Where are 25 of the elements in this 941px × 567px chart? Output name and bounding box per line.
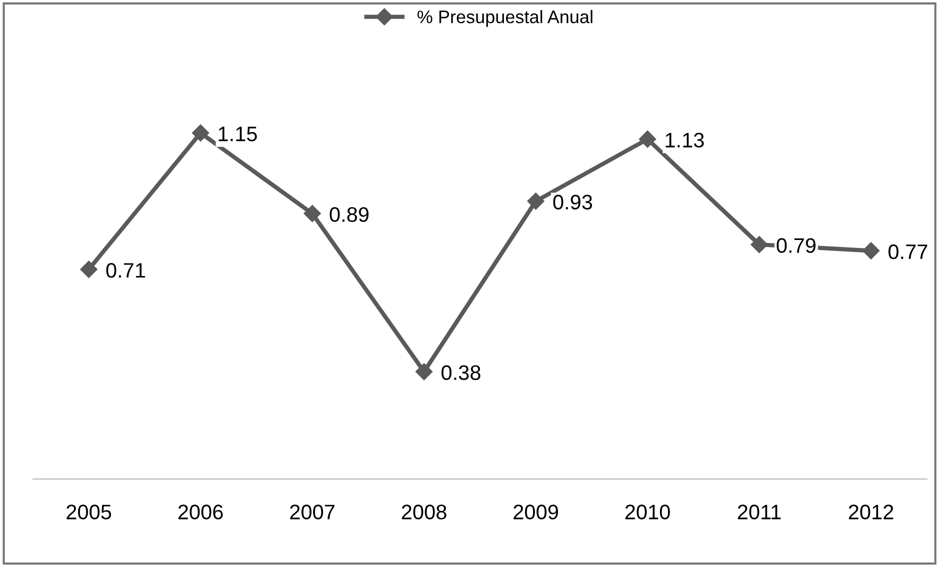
x-tick-label: 2007: [290, 504, 334, 520]
x-tick-label: 2011: [738, 504, 781, 520]
point: [750, 236, 768, 254]
data-label: 0.93: [553, 194, 592, 210]
point: [80, 260, 98, 278]
data-label: 0.71: [106, 262, 146, 278]
x-tick-label: 2009: [514, 504, 558, 520]
point: [638, 130, 656, 148]
point: [862, 242, 880, 260]
data-label: 0.77: [888, 244, 928, 260]
x-tick-label: 2005: [66, 504, 112, 520]
x-tick-label: 2010: [625, 504, 670, 520]
point: [192, 124, 210, 142]
x-tick-label: 2008: [402, 504, 446, 520]
legend-label: % Presupuestal Anual: [418, 10, 592, 27]
data-label: 1.15: [218, 126, 257, 142]
point: [527, 192, 544, 210]
data-label: 0.89: [330, 207, 369, 222]
data-label: 1.13: [666, 132, 704, 148]
point: [415, 363, 433, 380]
data-label: 0.38: [442, 365, 480, 380]
point: [304, 205, 321, 222]
data-label: 0.79: [776, 238, 816, 253]
x-tick-label: 2012: [848, 504, 894, 520]
x-tick-label: 2006: [178, 504, 223, 520]
